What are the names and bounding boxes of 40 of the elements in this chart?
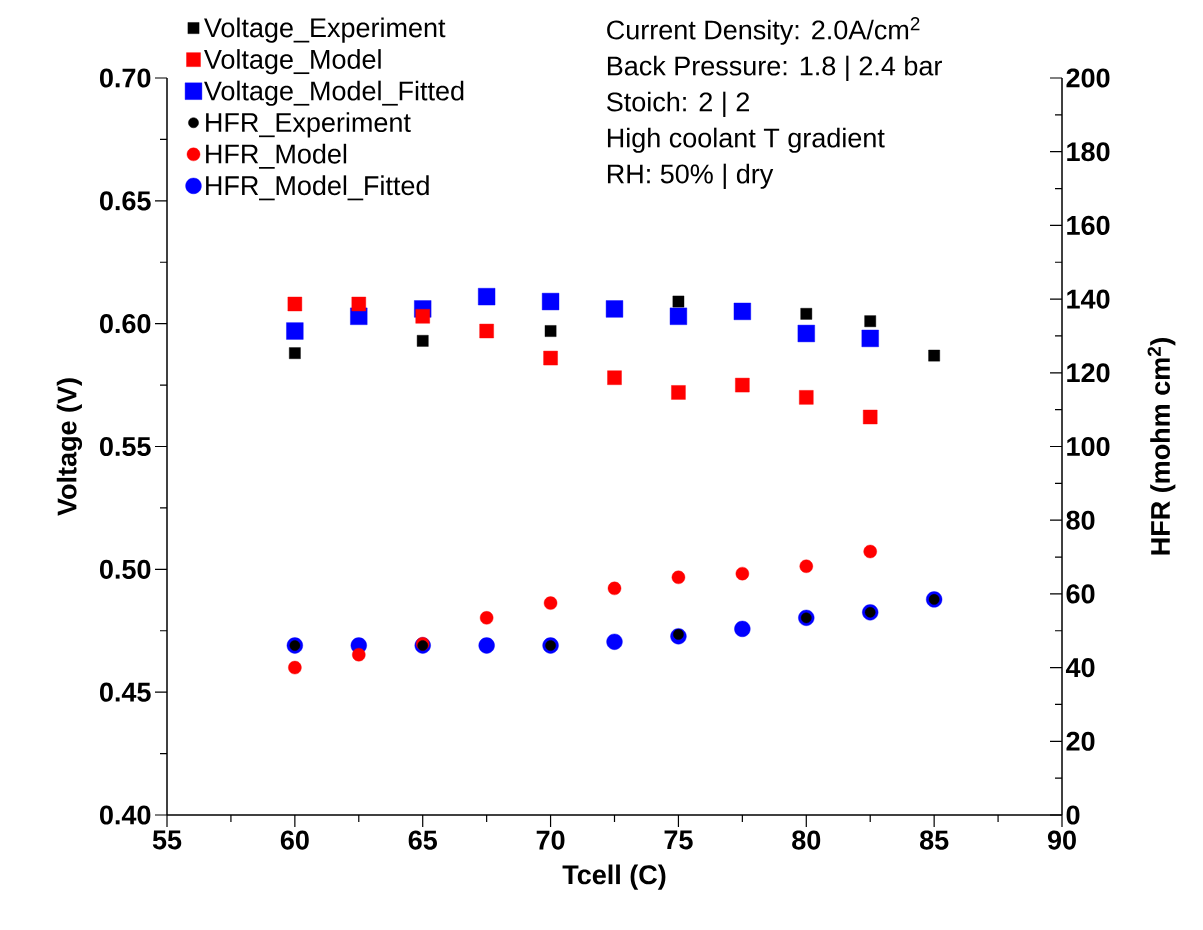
y2-tick-label: 80 bbox=[1066, 510, 1095, 530]
y2-tick-label: 160 bbox=[1067, 215, 1110, 235]
x-tick-label: 70 bbox=[536, 830, 565, 850]
y2-tick-label: 60 bbox=[1066, 584, 1095, 604]
annotation: High coolant T gradient bbox=[607, 127, 885, 153]
x-axis-title: Tcell (C) bbox=[562, 864, 666, 890]
legend-label: Voltage_Experiment bbox=[204, 17, 446, 43]
x-tick-label: 55 bbox=[152, 830, 182, 850]
legend-label: Voltage_Model bbox=[204, 49, 381, 75]
x-tick-label: 85 bbox=[919, 830, 949, 850]
x-tick-label: 90 bbox=[1047, 830, 1076, 850]
y2-tick-label: 100 bbox=[1067, 436, 1110, 457]
y-tick-label: 0.50 bbox=[99, 559, 151, 579]
x-tick-label: 80 bbox=[792, 830, 821, 850]
y-tick-label: 0.55 bbox=[99, 436, 151, 457]
legend-label: HFR_Experiment bbox=[206, 112, 411, 138]
y2-axis-title: HFR (mohm cm$^{2}$) bbox=[1147, 338, 1176, 555]
y-tick-label: 0.45 bbox=[99, 682, 151, 702]
y2-tick-label: 40 bbox=[1065, 658, 1095, 678]
y2-tick-label: 0 bbox=[1066, 805, 1080, 825]
y2-tick-label: 200 bbox=[1066, 68, 1110, 88]
y2-tick-label: 180 bbox=[1067, 142, 1110, 162]
y-axis-title: Voltage (V) bbox=[56, 378, 83, 516]
y-tick-label: 0.65 bbox=[99, 191, 151, 211]
y-tick-label: 0.70 bbox=[99, 68, 151, 88]
text: Current Density: 2.0A/cm$^{2}$ bbox=[607, 17, 920, 45]
x-tick-label: 65 bbox=[408, 830, 437, 850]
x-tick-label: 60 bbox=[280, 830, 309, 850]
y2-tick-label: 20 bbox=[1066, 731, 1095, 751]
y2-tick-label: 120 bbox=[1067, 363, 1110, 383]
x-tick-label: 75 bbox=[664, 830, 693, 850]
legend-label: HFR_Model bbox=[206, 143, 347, 169]
annotation: Stoich: 2 | 2 bbox=[606, 91, 749, 117]
y-tick-label: 0.40 bbox=[99, 805, 151, 825]
legend-label: HFR_Model_Fitted bbox=[206, 175, 429, 201]
y-tick-label: 0.60 bbox=[99, 314, 151, 334]
legend-label: Voltage_Model_Fitted bbox=[204, 80, 464, 106]
y2-tick-label: 140 bbox=[1067, 289, 1110, 309]
annotation: RH: 50% | dry bbox=[607, 163, 774, 189]
annotation: Back Pressure: 1.8 | 2.4 bar bbox=[607, 55, 942, 81]
